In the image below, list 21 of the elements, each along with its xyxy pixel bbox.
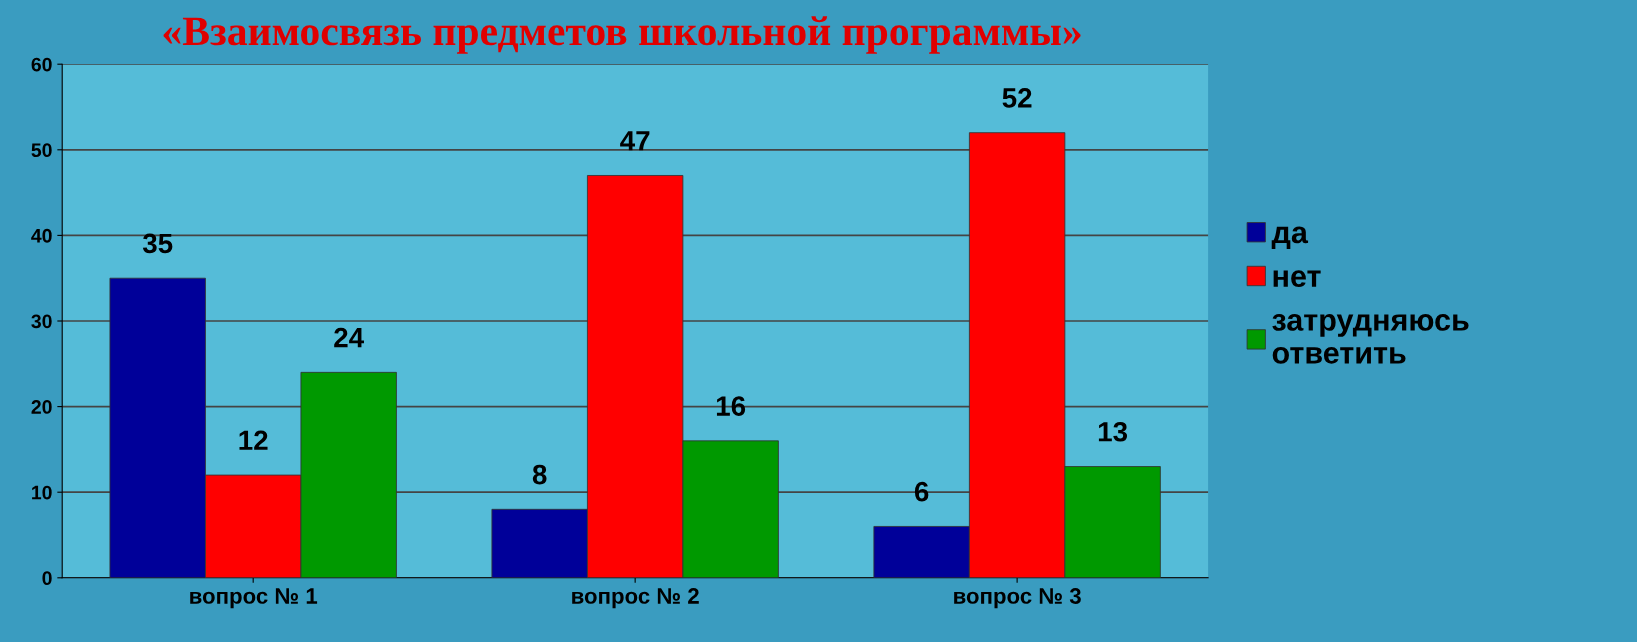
legend-label: затрудняюсь ответить (1272, 314, 1469, 364)
chart-title: «Взаимосвязь предметов школьной программы» (163, 16, 1081, 54)
y-tick-label: 50 (31, 143, 52, 158)
y-tick-label: 30 (31, 314, 52, 329)
data-label: 47 (620, 131, 650, 151)
x-tick-label: вопрос № 1 (190, 588, 318, 609)
y-tick-label: 0 (42, 571, 52, 586)
legend-label: нет (1273, 270, 1321, 288)
y-tick-label: 20 (31, 400, 52, 414)
data-label: 52 (1002, 88, 1032, 108)
y-tick-label: 60 (31, 57, 52, 72)
y-tick-label: 40 (31, 228, 52, 243)
data-label: 12 (239, 430, 268, 450)
data-label: 13 (1098, 421, 1128, 442)
data-label: 24 (334, 327, 364, 348)
legend-label: да (1271, 226, 1309, 250)
x-tick-label: вопрос № 2 (572, 588, 699, 609)
x-tick-label: вопрос № 3 (954, 588, 1081, 609)
data-label: 35 (142, 233, 173, 254)
y-tick-label: 10 (32, 485, 52, 500)
data-label: 8 (532, 464, 547, 485)
